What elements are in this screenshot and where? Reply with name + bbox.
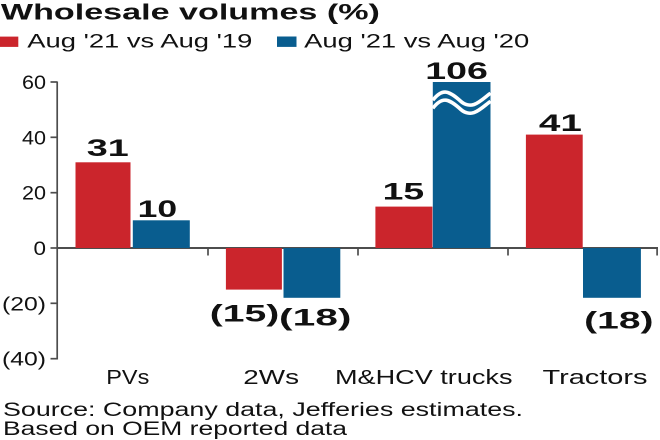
svg-text:41: 41 bbox=[539, 110, 582, 137]
svg-text:20: 20 bbox=[22, 183, 46, 205]
svg-text:(15): (15) bbox=[210, 301, 279, 328]
svg-text:Source: Company data, Jefferie: Source: Company data, Jefferies estimate… bbox=[3, 400, 523, 421]
svg-text:Tractors: Tractors bbox=[543, 366, 648, 389]
svg-text:(18): (18) bbox=[279, 305, 352, 332]
svg-text:Based on OEM reported data: Based on OEM reported data bbox=[3, 419, 348, 440]
svg-text:Aug '21 vs Aug '20: Aug '21 vs Aug '20 bbox=[304, 31, 529, 52]
svg-text:15: 15 bbox=[383, 179, 425, 206]
svg-text:M&HCV trucks: M&HCV trucks bbox=[335, 366, 513, 389]
svg-text:106: 106 bbox=[425, 58, 488, 85]
svg-text:0: 0 bbox=[34, 238, 47, 260]
svg-text:(40): (40) bbox=[2, 349, 46, 371]
svg-text:(18): (18) bbox=[584, 308, 653, 335]
svg-text:10: 10 bbox=[138, 196, 178, 223]
svg-text:60: 60 bbox=[22, 72, 46, 94]
svg-text:PVs: PVs bbox=[106, 366, 149, 389]
svg-text:Wholesale volumes (%): Wholesale volumes (%) bbox=[1, 0, 380, 25]
svg-text:40: 40 bbox=[22, 127, 46, 149]
svg-text:(20): (20) bbox=[2, 293, 46, 315]
svg-text:31: 31 bbox=[87, 135, 129, 162]
svg-text:Aug '21 vs Aug '19: Aug '21 vs Aug '19 bbox=[27, 31, 252, 52]
svg-text:2Ws: 2Ws bbox=[243, 366, 299, 389]
